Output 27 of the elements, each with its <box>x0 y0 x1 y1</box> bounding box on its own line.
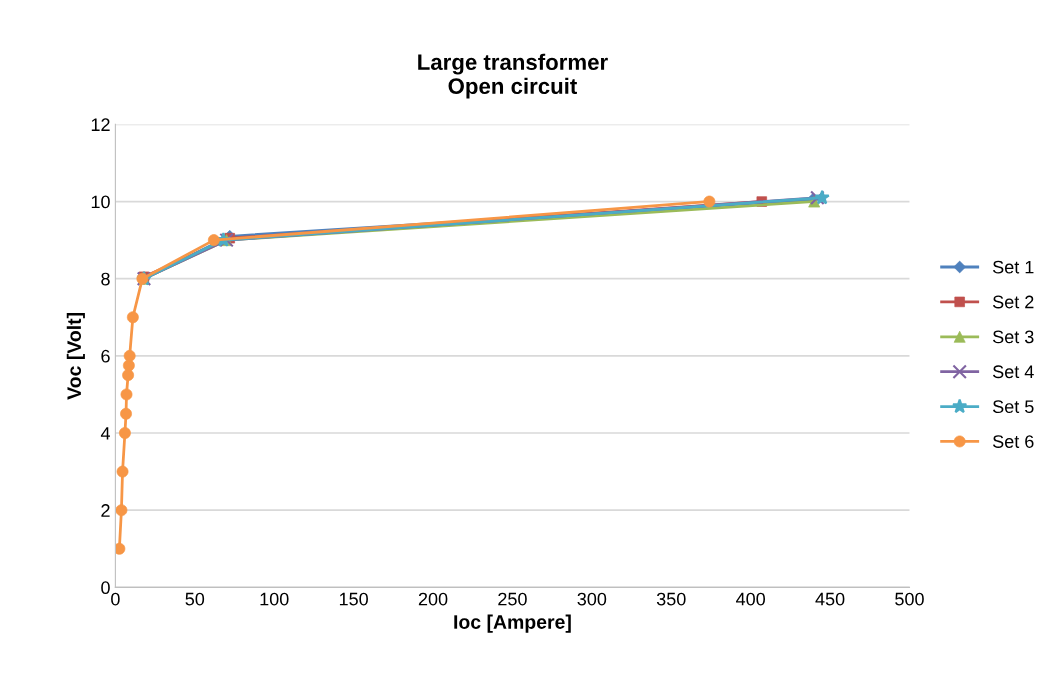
legend-label: Set 1 <box>992 260 1034 274</box>
y-tick-label: 0 <box>101 581 110 595</box>
x-tick-label: 500 <box>895 592 924 606</box>
legend-label: Set 6 <box>992 435 1034 448</box>
legend-label: Set 4 <box>992 365 1034 379</box>
y-tick-label: 2 <box>101 504 110 517</box>
x-tick-label: 150 <box>339 592 368 606</box>
y-tick-label: 10 <box>91 195 110 209</box>
x-tick-label: 450 <box>815 592 845 606</box>
x-tick-label: 300 <box>577 592 607 606</box>
x-axis-title: Ioc [Ampere] <box>454 614 571 633</box>
legend-label: Set 2 <box>992 295 1034 309</box>
legend-label: Set 5 <box>992 400 1034 414</box>
x-tick-label: 200 <box>418 592 448 606</box>
x-tick-label: 350 <box>656 592 686 606</box>
legend-label: Set 3 <box>992 330 1034 344</box>
y-tick-label: 8 <box>101 272 110 286</box>
x-tick-label: 250 <box>498 592 527 606</box>
y-axis-title: Voc [Volt] <box>66 313 85 400</box>
chart-title: Large transformer Open circuit <box>418 53 608 99</box>
y-tick-label: 4 <box>100 427 110 440</box>
x-tick-label: 100 <box>260 592 289 606</box>
y-tick-label: 6 <box>101 349 110 363</box>
x-tick-label: 0 <box>111 592 120 606</box>
x-tick-label: 400 <box>736 592 766 606</box>
y-tick-label: 12 <box>91 118 110 131</box>
x-tick-label: 50 <box>185 592 205 606</box>
